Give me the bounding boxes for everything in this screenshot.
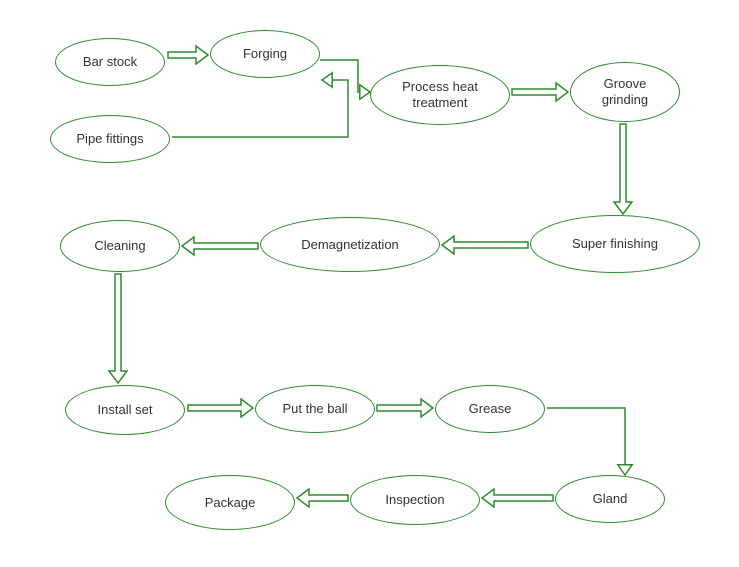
node-install_set: Install set — [65, 385, 185, 435]
node-pipe_fittings: Pipe fittings — [50, 115, 170, 163]
node-process_heat: Process heat treatment — [370, 65, 510, 125]
arrow-a12 — [482, 489, 553, 507]
arrow-a1 — [168, 46, 208, 64]
arrow-a5 — [442, 236, 528, 254]
node-package: Package — [165, 475, 295, 530]
node-demag: Demagnetization — [260, 217, 440, 272]
node-cleaning: Cleaning — [60, 220, 180, 272]
arrow-a6 — [182, 237, 258, 255]
arrow-a8 — [109, 274, 127, 383]
node-super_finish: Super finishing — [530, 215, 700, 273]
arrow-a13 — [297, 489, 348, 507]
node-groove: Groove grinding — [570, 62, 680, 122]
node-inspection: Inspection — [350, 475, 480, 525]
arrow-a3 — [512, 83, 568, 101]
arrow-a2 — [320, 60, 370, 99]
arrow-a9 — [188, 399, 253, 417]
node-gland: Gland — [555, 475, 665, 523]
arrow-a4 — [614, 124, 632, 214]
arrow-a10 — [377, 399, 433, 417]
node-put_ball: Put the ball — [255, 385, 375, 433]
arrow-a7 — [172, 73, 348, 137]
node-bar_stock: Bar stock — [55, 38, 165, 86]
node-forging: Forging — [210, 30, 320, 78]
node-grease: Grease — [435, 385, 545, 433]
arrow-a11 — [547, 408, 632, 475]
